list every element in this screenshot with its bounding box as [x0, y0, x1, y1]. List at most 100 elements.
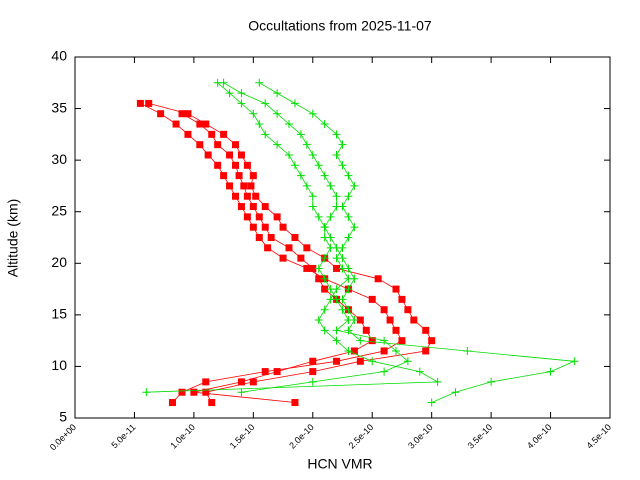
- plus-marker: [302, 140, 311, 149]
- square-marker: [247, 182, 255, 190]
- plus-marker: [344, 171, 353, 180]
- square-marker: [261, 223, 269, 231]
- plus-marker: [314, 316, 323, 325]
- plus-marker: [415, 367, 424, 376]
- square-marker: [157, 110, 165, 118]
- square-marker: [261, 203, 269, 211]
- square-marker: [428, 337, 436, 345]
- plus-marker: [273, 89, 282, 98]
- plus-marker: [261, 99, 270, 108]
- y-tick-label: 5: [59, 409, 67, 425]
- plus-marker: [308, 150, 317, 159]
- plus-marker: [433, 377, 442, 386]
- plus-marker: [308, 202, 317, 211]
- square-marker: [255, 234, 263, 241]
- plus-marker: [308, 109, 317, 118]
- square-marker: [208, 399, 216, 407]
- square-marker: [264, 244, 272, 252]
- plus-marker: [302, 181, 311, 190]
- plus-marker: [487, 377, 496, 386]
- plus-marker: [296, 171, 305, 180]
- plus-marker: [255, 120, 264, 129]
- square-marker: [380, 347, 388, 355]
- plus-marker: [332, 336, 341, 345]
- plus-marker: [570, 357, 579, 366]
- square-marker: [168, 399, 176, 407]
- square-marker: [368, 295, 376, 303]
- plus-marker: [338, 305, 347, 314]
- plus-marker: [225, 89, 234, 98]
- plus-marker: [403, 357, 412, 366]
- square-marker: [404, 306, 412, 314]
- square-marker: [303, 264, 311, 272]
- square-marker: [178, 110, 186, 118]
- y-tick-label: 40: [51, 48, 67, 64]
- square-marker: [226, 151, 234, 159]
- plus-marker: [338, 202, 347, 211]
- plus-marker: [332, 295, 341, 304]
- plus-marker: [356, 336, 365, 345]
- square-marker: [315, 275, 323, 283]
- square-marker: [309, 264, 317, 272]
- plus-marker: [314, 264, 323, 273]
- square-marker: [398, 337, 406, 345]
- square-marker: [184, 130, 192, 138]
- square-marker: [202, 120, 210, 128]
- plus-marker: [451, 388, 460, 397]
- square-marker: [184, 110, 192, 118]
- square-marker: [214, 161, 222, 169]
- plus-marker: [350, 223, 359, 232]
- square-marker: [196, 120, 204, 128]
- square-marker: [392, 285, 400, 293]
- plus-marker: [320, 171, 329, 180]
- square-marker: [356, 316, 364, 324]
- plus-marker: [320, 326, 329, 335]
- plus-marker: [427, 398, 436, 407]
- plus-marker: [290, 161, 299, 170]
- plus-marker: [380, 367, 389, 376]
- square-marker: [350, 347, 358, 355]
- square-marker: [273, 213, 281, 221]
- plus-marker: [344, 274, 353, 283]
- plus-marker: [380, 336, 389, 345]
- square-marker: [204, 151, 212, 159]
- square-marker: [333, 264, 341, 272]
- square-marker: [422, 347, 430, 355]
- plus-marker: [237, 99, 246, 108]
- plus-marker: [332, 254, 341, 263]
- profile-line: [223, 82, 576, 403]
- plus-marker: [320, 274, 329, 283]
- square-marker: [214, 141, 222, 149]
- square-marker: [232, 141, 239, 149]
- plus-marker: [338, 243, 347, 252]
- square-marker: [422, 326, 430, 334]
- square-marker: [237, 151, 245, 159]
- plus-marker: [332, 150, 341, 159]
- y-tick-label: 15: [51, 306, 67, 322]
- plus-marker: [314, 212, 323, 221]
- square-marker: [321, 285, 329, 293]
- plus-marker: [273, 109, 282, 118]
- plus-marker: [314, 161, 323, 170]
- square-marker: [356, 357, 364, 365]
- square-marker: [392, 326, 400, 334]
- square-marker: [235, 172, 243, 180]
- plus-marker: [338, 161, 347, 170]
- square-marker: [249, 378, 257, 386]
- square-marker: [237, 378, 245, 386]
- square-marker: [410, 316, 418, 324]
- plus-marker: [546, 367, 555, 376]
- square-marker: [202, 378, 210, 386]
- plus-marker: [326, 285, 335, 294]
- square-marker: [309, 357, 317, 365]
- plus-marker: [392, 346, 400, 355]
- plus-marker: [213, 78, 222, 87]
- square-marker: [220, 172, 228, 180]
- square-marker: [232, 161, 239, 169]
- square-marker: [255, 213, 263, 221]
- square-marker: [362, 326, 370, 334]
- plot-frame: [74, 56, 611, 419]
- square-marker: [202, 388, 210, 396]
- square-marker: [232, 192, 239, 200]
